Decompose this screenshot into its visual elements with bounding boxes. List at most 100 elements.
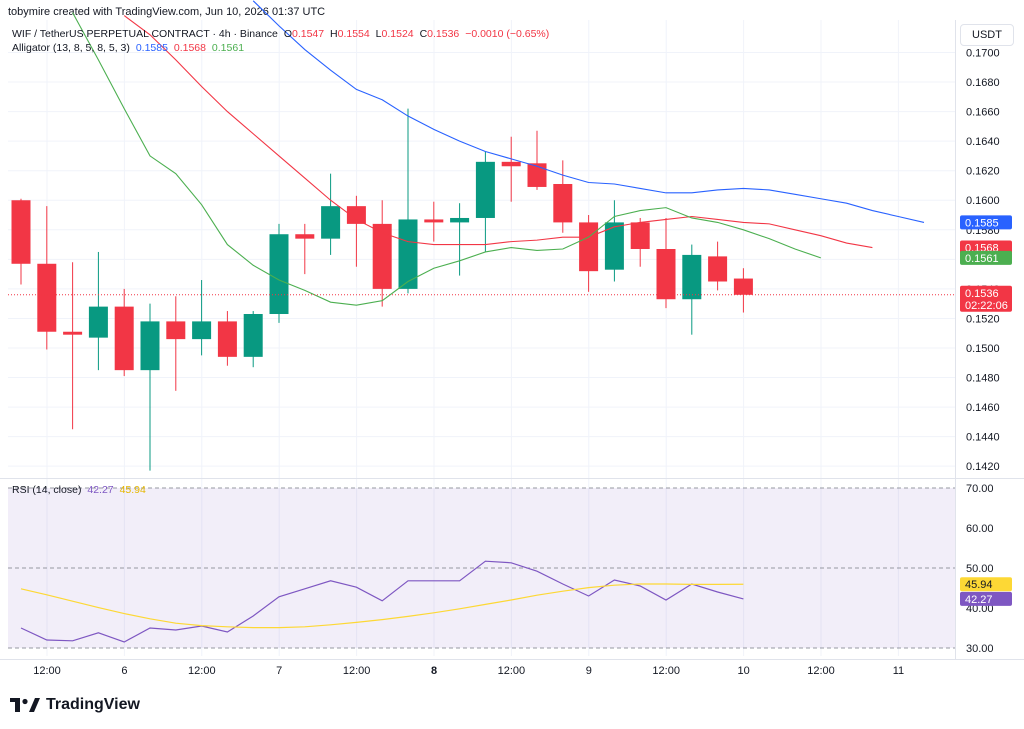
- candle: [450, 203, 470, 276]
- price-tick-label: 0.1620: [966, 166, 1000, 178]
- low-value: 0.1524: [381, 28, 414, 40]
- candle: [140, 303, 160, 471]
- rsi-ma-badge-bg: [960, 577, 1012, 592]
- candle-body: [579, 222, 599, 272]
- price-tick-label: 0.1640: [966, 136, 1000, 148]
- candle-body: [604, 222, 624, 270]
- time-tick-label: 8: [431, 665, 437, 677]
- candle-body: [682, 254, 702, 300]
- alligator-legend: Alligator (13, 8, 5, 8, 5, 3) 0.1585 0.1…: [12, 42, 247, 54]
- candle-body: [527, 163, 547, 187]
- candle-body: [708, 256, 728, 282]
- close-value: 0.1536: [427, 28, 460, 40]
- candles-layer: [11, 108, 753, 471]
- candle: [166, 296, 186, 391]
- candle: [708, 241, 728, 291]
- price-tick-label: 0.1520: [966, 313, 1000, 325]
- last-price-badge-text: 0.1536: [965, 288, 999, 300]
- candle: [37, 206, 57, 350]
- time-tick-label: 11: [893, 665, 904, 677]
- rsi-tick-label: 50.00: [966, 563, 994, 575]
- tradingview-logo: TradingView: [10, 696, 140, 714]
- candle: [192, 280, 212, 356]
- time-tick-label: 10: [737, 665, 749, 677]
- candle-body: [398, 219, 418, 289]
- rsi-ma-value: 45.94: [119, 484, 146, 496]
- candle: [88, 251, 108, 371]
- candle: [630, 217, 650, 267]
- candle: [295, 223, 315, 275]
- open-value: 0.1547: [291, 28, 325, 40]
- rsi-tick-label: 60.00: [966, 523, 994, 535]
- candle-body: [114, 306, 134, 371]
- price-tick-label: 0.1480: [966, 373, 1000, 385]
- candle: [63, 262, 83, 430]
- last-price-badge-text: 02:22:06: [965, 300, 1008, 312]
- alligator-jaw-value: 0.1585: [135, 42, 168, 54]
- symbol-legend: WIF / TetherUS PERPETUAL CONTRACT · 4h ·…: [12, 28, 552, 40]
- price-tick-label: 0.1700: [966, 48, 1000, 60]
- currency-button[interactable]: USDT: [960, 24, 1014, 46]
- brand-name: TradingView: [46, 696, 140, 713]
- alligator-teeth-line: [123, 15, 873, 249]
- candle-body: [243, 314, 263, 357]
- candle: [372, 200, 392, 307]
- time-tick-label: 9: [586, 665, 592, 677]
- time-tick-label: 12:00: [807, 665, 835, 677]
- candle: [346, 195, 366, 267]
- time-tick-label: 12:00: [652, 665, 680, 677]
- time-tick-label: 12:00: [33, 665, 61, 677]
- price-tick-label: 0.1660: [966, 107, 1000, 119]
- rsi-tick-label: 70.00: [966, 483, 994, 495]
- rsi-legend: RSI (14, close) 42.27 45.94: [12, 484, 149, 496]
- candle-body: [88, 306, 108, 338]
- high-label: H: [330, 28, 338, 40]
- open-label: O: [283, 28, 292, 40]
- candle: [682, 244, 702, 335]
- close-label: C: [419, 28, 428, 40]
- candle: [243, 311, 263, 368]
- rsi-ma-badge: 45.94: [960, 577, 1012, 592]
- price-tick-label: 0.1460: [966, 402, 1000, 414]
- lips-price-badge-text: 0.1561: [965, 253, 999, 265]
- candle-body: [37, 263, 57, 332]
- candle-body: [295, 234, 315, 239]
- candle-body: [217, 321, 237, 357]
- candle: [321, 173, 341, 255]
- candle: [501, 136, 521, 202]
- candle: [656, 217, 676, 309]
- price-tick-label: 0.1440: [966, 432, 1000, 444]
- rsi-badge-bg: [960, 591, 1012, 606]
- candle-body: [372, 223, 392, 289]
- alligator-lips-value: 0.1561: [211, 42, 245, 54]
- time-tick-label: 12:00: [498, 665, 526, 677]
- rsi-tick-label: 30.00: [966, 643, 994, 655]
- alligator-layer: [8, 0, 955, 306]
- change-value: −0.0010 (−0.65%): [465, 28, 550, 40]
- time-tick-label: 12:00: [343, 665, 371, 677]
- price-tick-label: 0.1420: [966, 461, 1000, 473]
- candle-body: [424, 219, 444, 223]
- lips-price-badge: 0.1561: [960, 250, 1012, 265]
- candle: [553, 160, 573, 233]
- time-tick-label: 7: [276, 665, 282, 677]
- rsi-value: 42.27: [87, 484, 114, 496]
- candle: [11, 198, 31, 285]
- rsi-badge-text: 42.27: [965, 594, 993, 606]
- candle: [579, 215, 599, 292]
- rsi-label: RSI (14, close): [12, 484, 82, 496]
- price-tick-label: 0.1600: [966, 195, 1000, 207]
- jaw-price-badge-text: 0.1585: [965, 217, 999, 229]
- candle-body: [140, 321, 160, 371]
- candle: [604, 200, 624, 282]
- candle: [527, 130, 547, 190]
- symbol-title: WIF / TetherUS PERPETUAL CONTRACT · 4h ·…: [12, 28, 278, 40]
- candle-body: [346, 206, 366, 224]
- candle: [398, 108, 418, 294]
- candle-body: [11, 200, 31, 264]
- price-tick-label: 0.1500: [966, 343, 1000, 355]
- rsi-tick-label: 40.00: [966, 603, 994, 615]
- high-value: 0.1554: [337, 28, 370, 40]
